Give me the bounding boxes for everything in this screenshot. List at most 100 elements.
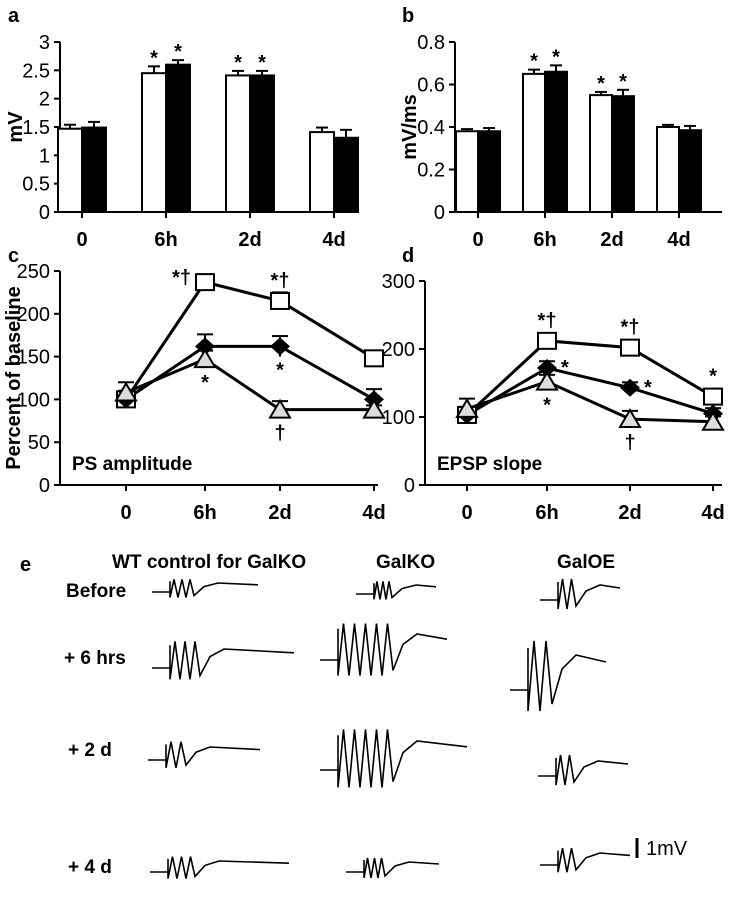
y-axis-label: mV [5, 111, 27, 143]
trace-galoe-4d [540, 848, 631, 873]
y-tick-label: 100 [17, 389, 50, 411]
x-tick-label: 6h [535, 502, 558, 524]
y-axis-label: mV/ms [399, 94, 421, 160]
bar [57, 127, 83, 213]
data-point-triangle [535, 370, 559, 391]
column-header-galko: GalKO [376, 552, 435, 573]
trace-galoe-2d [538, 754, 629, 786]
trace-galoe-before [540, 578, 621, 610]
series-line-square [465, 339, 714, 417]
x-tick-label: 6h [533, 229, 556, 251]
significance-marker: † [624, 432, 635, 454]
bar [165, 63, 191, 213]
y-tick-label: 0.4 [417, 117, 445, 139]
trace-wt-before [152, 579, 259, 598]
data-point-diamond [195, 337, 215, 356]
data-point-triangle [114, 381, 138, 402]
trace-wt-4d [150, 856, 290, 879]
y-axis-label: Percent of baseline [3, 286, 25, 469]
y-tick-label: 0.6 [417, 75, 445, 97]
series-line-square [124, 280, 375, 401]
data-point-triangle [701, 410, 725, 431]
bar [522, 72, 546, 213]
x-tick-label: 4d [701, 502, 724, 524]
y-tick-label: 200 [17, 304, 50, 326]
bar [81, 126, 107, 213]
y-tick-label: 0 [39, 202, 50, 224]
row-label-2d: + 2 d [68, 740, 112, 761]
y-tick-label: 0.2 [417, 160, 445, 182]
y-tick-label: 0.8 [417, 32, 445, 54]
significance-marker: † [274, 423, 285, 445]
panel-letter-b: b [402, 5, 414, 27]
x-tick-label: 0 [120, 502, 131, 524]
panel-a: a 0 0.5 1 1.5 2 2.5 3 mV 0 6h 2d 4d * * * * [5, 5, 359, 251]
significance-marker: *† [538, 310, 557, 332]
y-tick-label: 150 [17, 347, 50, 369]
field-potential-traces [148, 578, 631, 879]
bar [544, 70, 568, 213]
y-tick-label: 0 [434, 202, 445, 224]
bar [333, 136, 359, 213]
scale-bar-label: 1mV [646, 838, 688, 860]
x-tick-label: 2d [268, 502, 291, 524]
y-tick-label: 200 [382, 339, 415, 361]
data-point-diamond [270, 337, 290, 356]
data-point-square [620, 338, 640, 357]
panel-c: c 0 50 100 150 200 250 Percent of baseline 0 6h 2d… [3, 245, 386, 524]
trace-galko-4d [346, 857, 440, 879]
x-tick-label: 4d [362, 502, 385, 524]
trace-galko-6hrs [320, 623, 448, 676]
bar [589, 94, 613, 213]
data-point-diamond [620, 378, 640, 397]
significance-marker: * [597, 73, 605, 95]
data-point-triangle [618, 408, 642, 429]
data-point-square [270, 291, 290, 310]
significance-marker: * [561, 357, 569, 379]
bar [141, 72, 167, 213]
bar [249, 74, 275, 213]
bar [477, 130, 501, 213]
trace-galko-2d [320, 729, 468, 788]
y-tick-label: 3 [39, 32, 50, 54]
data-point-triangle [455, 397, 479, 418]
x-tick-label: 2d [600, 229, 623, 251]
trace-galko-before [356, 581, 437, 600]
x-tick-label: 2d [618, 502, 641, 524]
significance-marker: *† [172, 267, 191, 289]
significance-marker: * [552, 46, 560, 68]
row-label-before: Before [66, 581, 126, 602]
data-point-square [364, 349, 384, 368]
x-tick-label: 0 [76, 229, 87, 251]
x-tick-label: 6h [193, 502, 216, 524]
bar [225, 74, 251, 213]
y-tick-label: 2.5 [22, 60, 50, 82]
x-tick-label: 0 [472, 229, 483, 251]
y-tick-label: 300 [382, 271, 415, 293]
significance-marker: *† [271, 270, 290, 292]
panel-letter-c: c [8, 245, 19, 267]
chart-annotation: PS amplitude [72, 454, 192, 475]
y-tick-label: 250 [17, 261, 50, 283]
x-tick-label: 0 [461, 502, 472, 524]
bar [611, 95, 635, 213]
data-point-triangle [362, 398, 386, 419]
y-tick-label: 0 [404, 475, 415, 497]
series-line-triangle [466, 380, 714, 424]
column-header-galoe: GalOE [557, 552, 615, 573]
chart-annotation: EPSP slope [437, 454, 542, 475]
series-line-diamond [125, 344, 375, 401]
significance-marker: * [174, 41, 182, 63]
panel-b: b 0 0.2 0.4 0.6 0.8 mV/ms 0 6h 2d 4d * * * * [399, 5, 722, 251]
trace-wt-6hrs [152, 641, 295, 680]
y-tick-label: 0 [39, 475, 50, 497]
panel-letter-e: e [20, 554, 31, 576]
significance-marker: * [644, 377, 652, 399]
row-label-4d: + 4 d [68, 857, 112, 878]
significance-marker: * [543, 395, 551, 417]
y-tick-label: 1 [39, 145, 50, 167]
significance-marker: * [530, 51, 538, 73]
